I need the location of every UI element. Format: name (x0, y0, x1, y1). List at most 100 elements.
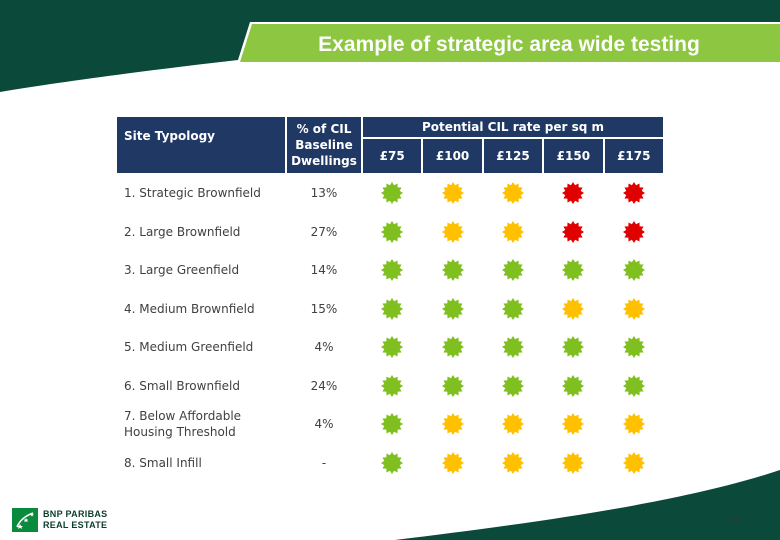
amber-starburst-icon (501, 182, 524, 205)
rating-cell (602, 404, 666, 445)
site-typology-cell: 1. Strategic Brownfield (115, 173, 287, 214)
bnp-paribas-logo: BNP PARIBAS REAL ESTATE (12, 508, 126, 532)
header-pct-baseline: % of CIL Baseline Dwellings (285, 115, 363, 175)
site-typology-cell: 2. Large Brownfield (115, 211, 287, 252)
rating-cell (421, 250, 484, 291)
header-pct-line-2: Baseline (295, 138, 353, 152)
header-pct-line-1: % of CIL (296, 122, 352, 136)
green-starburst-icon (381, 297, 404, 320)
logo-line-1: BNP PARIBAS (43, 509, 108, 519)
rating-cell (421, 404, 484, 445)
green-starburst-icon (501, 336, 524, 359)
site-typology-cell: 3. Large Greenfield (115, 250, 287, 291)
rating-cell (481, 288, 545, 329)
slide-title: Example of strategic area wide testing (318, 33, 700, 56)
header-rate: £75 (360, 137, 424, 175)
pct-baseline-cell: 24% (285, 365, 363, 406)
rating-cell (360, 211, 424, 252)
amber-starburst-icon (562, 451, 585, 474)
page-number: 14 (730, 518, 738, 525)
rating-cell (481, 173, 545, 214)
top-swoosh (0, 0, 780, 92)
rating-cell (602, 365, 666, 406)
rating-cell (360, 442, 424, 483)
amber-starburst-icon (622, 413, 645, 436)
amber-starburst-icon (501, 451, 524, 474)
rating-cell (421, 211, 484, 252)
red-starburst-icon (622, 220, 645, 243)
green-starburst-icon (562, 259, 585, 282)
cil-testing-table: Site Typology % of CIL Baseline Dwelling… (115, 115, 666, 483)
rating-cell (481, 250, 545, 291)
bnp-stars-logo-icon (12, 508, 38, 532)
pct-baseline-cell: 4% (285, 404, 363, 445)
rating-cell (421, 288, 484, 329)
green-starburst-icon (381, 413, 404, 436)
rating-cell (542, 365, 605, 406)
rating-cell (542, 327, 605, 368)
table-row: 1. Strategic Brownfield 13% (115, 173, 666, 214)
pct-baseline-cell: - (285, 442, 363, 483)
rating-cell (602, 327, 666, 368)
amber-starburst-icon (562, 297, 585, 320)
table-row: 7. Below Affordable Housing Threshold 4% (115, 404, 666, 445)
rating-cell (360, 365, 424, 406)
header-site-typology: Site Typology (115, 115, 287, 175)
logo-line-2: REAL ESTATE (43, 520, 108, 530)
green-starburst-icon (441, 259, 464, 282)
rating-cell (602, 250, 666, 291)
header-rate: £150 (542, 137, 605, 175)
header-pct-line-3: Dwellings (291, 154, 357, 168)
red-starburst-icon (562, 182, 585, 205)
rating-cell (542, 442, 605, 483)
amber-starburst-icon (562, 413, 585, 436)
rating-cell (542, 173, 605, 214)
table-row: 5. Medium Greenfield 4% (115, 327, 666, 368)
header-potential-rate: Potential CIL rate per sq m (361, 115, 665, 139)
rating-cell (360, 327, 424, 368)
site-typology-cell: 4. Medium Brownfield (115, 288, 287, 329)
rating-cell (421, 327, 484, 368)
amber-starburst-icon (501, 413, 524, 436)
green-starburst-icon (622, 259, 645, 282)
green-starburst-icon (501, 259, 524, 282)
amber-starburst-icon (622, 451, 645, 474)
amber-starburst-icon (441, 182, 464, 205)
rating-cell (602, 288, 666, 329)
rating-cell (542, 288, 605, 329)
pct-baseline-cell: 4% (285, 327, 363, 368)
header-rate: £125 (481, 137, 545, 175)
header-rate: £100 (421, 137, 484, 175)
green-starburst-icon (381, 451, 404, 474)
title-bar (240, 24, 780, 62)
table-row: 8. Small Infill - (115, 442, 666, 483)
amber-starburst-icon (501, 220, 524, 243)
green-starburst-icon (622, 374, 645, 397)
rating-cell (481, 211, 545, 252)
rating-cell (421, 365, 484, 406)
site-typology-cell: 6. Small Brownfield (115, 365, 287, 406)
green-starburst-icon (381, 182, 404, 205)
green-starburst-icon (381, 259, 404, 282)
green-starburst-icon (441, 297, 464, 320)
rating-cell (542, 250, 605, 291)
site-typology-cell: 7. Below Affordable Housing Threshold (115, 404, 287, 445)
amber-starburst-icon (622, 297, 645, 320)
green-starburst-icon (622, 336, 645, 359)
table-row: 6. Small Brownfield 24% (115, 365, 666, 406)
green-starburst-icon (381, 374, 404, 397)
green-starburst-icon (381, 220, 404, 243)
site-typology-cell: 5. Medium Greenfield (115, 327, 287, 368)
rating-cell (360, 250, 424, 291)
pct-baseline-cell: 13% (285, 173, 363, 214)
pct-baseline-cell: 15% (285, 288, 363, 329)
rating-cell (481, 404, 545, 445)
green-starburst-icon (501, 297, 524, 320)
green-starburst-icon (441, 336, 464, 359)
green-starburst-icon (501, 374, 524, 397)
rating-cell (481, 327, 545, 368)
rating-cell (421, 442, 484, 483)
rating-cell (481, 365, 545, 406)
green-starburst-icon (441, 374, 464, 397)
